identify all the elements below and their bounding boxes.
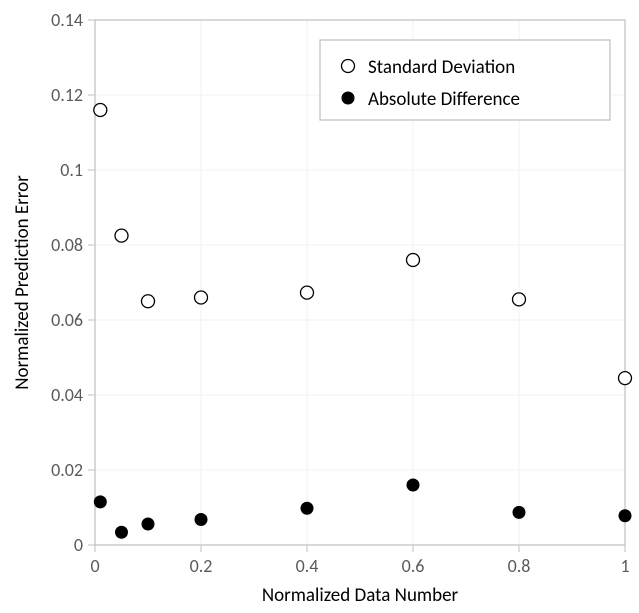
xtick-label: 0.4 bbox=[296, 555, 319, 577]
data-point-series-1 bbox=[407, 479, 419, 491]
data-point-series-0 bbox=[619, 372, 632, 385]
ytick-label: 0.02 bbox=[51, 459, 83, 481]
data-point-series-0 bbox=[195, 291, 208, 304]
xtick-label: 0.6 bbox=[402, 555, 425, 577]
data-point-series-1 bbox=[94, 496, 106, 508]
data-point-series-1 bbox=[513, 506, 525, 518]
x-axis-title: Normalized Data Number bbox=[262, 584, 459, 607]
xtick-label: 0.2 bbox=[190, 555, 213, 577]
scatter-chart: 0 0.2 0.4 0.6 0.8 1 0 0.02 0.04 0.06 0.08 0.1 0.12 0.… bbox=[0, 0, 639, 613]
data-point-series-0 bbox=[407, 254, 420, 267]
ytick-label: 0.04 bbox=[51, 384, 83, 406]
data-point-series-0 bbox=[142, 295, 155, 308]
data-point-series-0 bbox=[513, 293, 526, 306]
legend-label: Absolute Difference bbox=[368, 88, 520, 111]
legend-marker bbox=[342, 92, 354, 104]
data-point-series-0 bbox=[94, 104, 107, 117]
ytick-label: 0.06 bbox=[51, 309, 83, 331]
xtick-label: 1 bbox=[620, 555, 629, 577]
ytick-label: 0.08 bbox=[51, 234, 83, 256]
xtick-label: 0.8 bbox=[508, 555, 531, 577]
ytick-label: 0 bbox=[74, 534, 83, 556]
legend-marker bbox=[342, 60, 355, 73]
chart-svg: 0 0.2 0.4 0.6 0.8 1 0 0.02 0.04 0.06 0.08 0.1 0.12 0.… bbox=[0, 0, 639, 613]
legend-label: Standard Deviation bbox=[368, 56, 515, 79]
data-point-series-1 bbox=[301, 502, 313, 514]
xtick-label: 0 bbox=[90, 555, 99, 577]
data-point-series-1 bbox=[142, 518, 154, 530]
data-point-series-1 bbox=[116, 526, 128, 538]
ytick-label: 0.12 bbox=[51, 84, 83, 106]
data-point-series-0 bbox=[115, 229, 128, 242]
data-point-series-1 bbox=[619, 510, 631, 522]
ytick-label: 0.14 bbox=[51, 9, 83, 31]
data-point-series-1 bbox=[195, 514, 207, 526]
data-point-series-0 bbox=[301, 286, 314, 299]
ytick-label: 0.1 bbox=[60, 159, 83, 181]
y-axis-title: Normalized Prediction Error bbox=[11, 175, 34, 390]
